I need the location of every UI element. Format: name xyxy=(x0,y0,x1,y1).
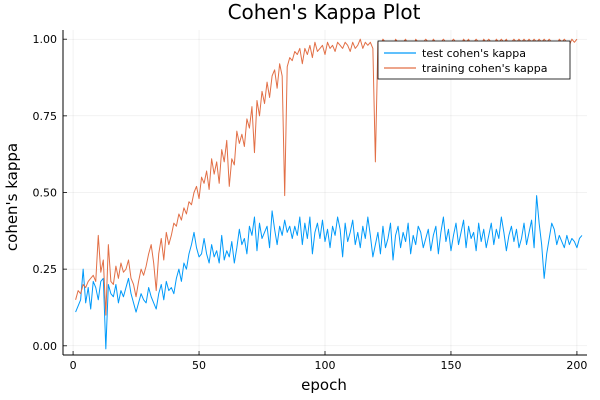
y-tick-label-3: 0.75 xyxy=(33,110,58,123)
chart-title: Cohen's Kappa Plot xyxy=(228,0,421,24)
y-tick-label-1: 0.25 xyxy=(33,263,58,276)
x-axis-label: epoch xyxy=(301,376,347,394)
y-tick-label-2: 0.50 xyxy=(33,187,58,200)
series-line-0 xyxy=(75,195,583,350)
x-tick-label-4: 200 xyxy=(566,359,587,372)
y-tick-label-4: 1.00 xyxy=(33,33,58,46)
legend-label-1: training cohen's kappa xyxy=(422,62,547,75)
legend-label-0: test cohen's kappa xyxy=(422,47,526,60)
y-tick-label-0: 0.00 xyxy=(33,340,58,353)
x-tick-label-0: 0 xyxy=(70,359,77,372)
y-axis-label: cohen's kappa xyxy=(3,143,21,251)
tick-labels: 0 50 100 150 200 0.00 0.25 0.50 0.75 1.00 xyxy=(33,33,588,372)
x-tick-label-1: 50 xyxy=(192,359,206,372)
x-tick-label-3: 150 xyxy=(440,359,461,372)
legend: test cohen's kappa training cohen's kappa xyxy=(377,40,571,80)
legend-box xyxy=(377,40,571,80)
axes xyxy=(62,30,587,356)
x-tick-label-2: 100 xyxy=(315,359,336,372)
grid xyxy=(63,30,587,355)
